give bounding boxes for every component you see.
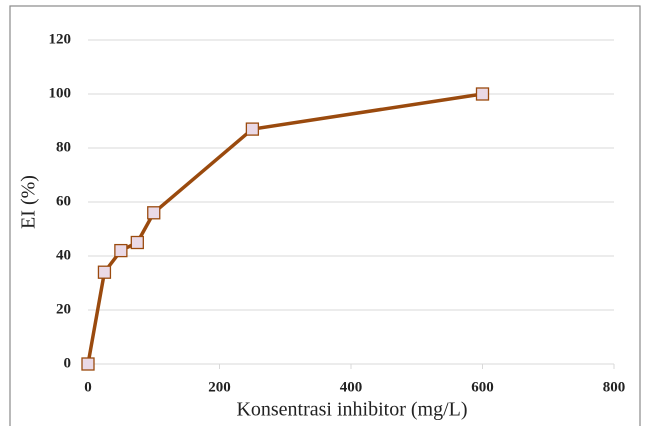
y-tick-label: 20 (56, 301, 71, 317)
marker (97, 265, 112, 279)
x-tick-label: 800 (603, 379, 626, 395)
x-tick-label: 0 (84, 379, 92, 395)
y-tick-label: 40 (56, 247, 71, 263)
y-tick-label: 100 (49, 85, 72, 101)
marker (245, 122, 260, 136)
marker (114, 243, 128, 258)
y-axis-title: EI (%) (18, 175, 40, 229)
marker (130, 235, 144, 250)
frame (9, 5, 641, 426)
x-tick-label: 400 (340, 379, 363, 395)
x-tick-label: 600 (471, 379, 494, 395)
marker (475, 87, 490, 101)
y-tick-label: 0 (64, 355, 72, 371)
line (86, 92, 483, 365)
x-tick-label: 200 (208, 379, 231, 395)
marker (81, 357, 95, 371)
y-tick-label: 120 (49, 31, 72, 47)
x-axis-title: Konsentrasi inhibitor (mg/L) (236, 399, 467, 421)
y-tick-label: 80 (56, 139, 71, 155)
y-tick-label: 60 (56, 193, 71, 209)
marker (147, 206, 161, 220)
